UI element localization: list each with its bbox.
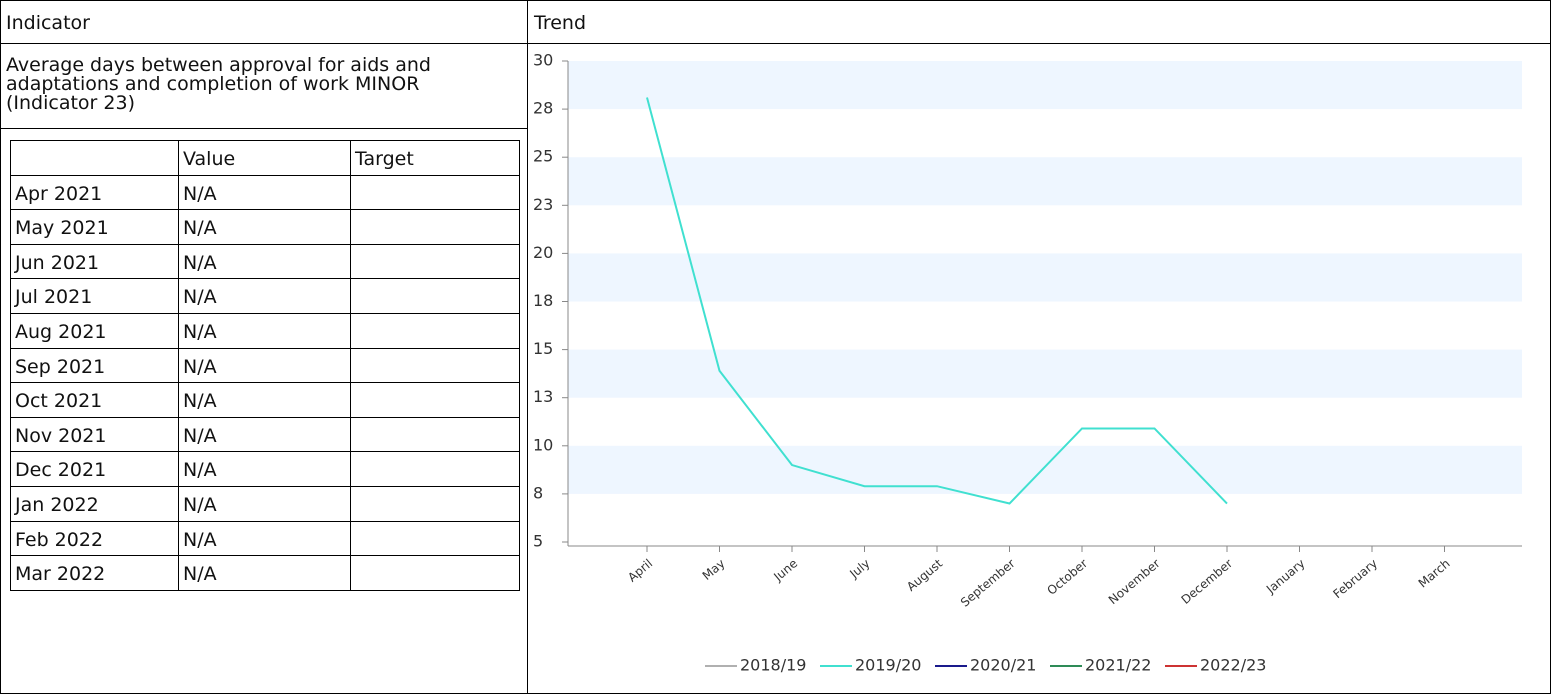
month-cell: Jul 2021 (10, 278, 179, 314)
series-line (646, 97, 1228, 505)
target-cell (350, 555, 520, 591)
x-tick-label: December (1179, 556, 1236, 607)
y-tick-label: 13 (533, 387, 553, 406)
month-cell: Oct 2021 (10, 382, 179, 418)
value-cell: N/A (178, 243, 351, 280)
target-cell (350, 243, 520, 280)
value-cell: N/A (178, 451, 351, 487)
column-rule (527, 0, 528, 694)
x-tick-label: October (1044, 556, 1090, 598)
month-cell: Nov 2021 (10, 416, 179, 453)
trend-chart: 5 8 10 13 15 18 20 23 25 28 30 April May June July Augu… (533, 51, 1522, 675)
x-tick-label: August (904, 556, 945, 594)
month-cell: Mar 2022 (10, 555, 179, 591)
indicator-description: Average days between approval for aids a… (6, 54, 431, 114)
trend-header: Trend (534, 12, 586, 34)
x-tick-label: July (846, 556, 872, 581)
x-tick-label: June (770, 556, 800, 584)
y-tick-label: 10 (533, 435, 553, 454)
y-tick-label: 30 (533, 51, 553, 70)
x-tick-label: March (1416, 556, 1453, 590)
month-cell: Jun 2021 (10, 243, 179, 280)
y-tick-label: 28 (533, 99, 553, 118)
header-rule (0, 43, 1551, 44)
month-cell: Aug 2021 (10, 313, 179, 349)
value-cell: N/A (178, 278, 351, 314)
y-tick-label: 25 (533, 147, 553, 166)
corner-cell (10, 140, 179, 176)
grid-band (568, 61, 1522, 110)
value-cell: N/A (178, 416, 351, 453)
column-header: Target (350, 140, 520, 176)
target-cell (350, 209, 520, 245)
legend-label: 2019/20 (855, 656, 921, 675)
target-cell (350, 520, 520, 557)
x-tick-label: February (1330, 556, 1380, 601)
target-cell (350, 486, 520, 522)
legend-label: 2022/23 (1200, 656, 1266, 675)
month-cell: Sep 2021 (10, 347, 179, 384)
value-cell: N/A (178, 347, 351, 384)
value-cell: N/A (178, 382, 351, 418)
y-tick-label: 8 (533, 483, 543, 502)
y-tick-label: 15 (533, 339, 553, 358)
month-cell: Jan 2022 (10, 486, 179, 522)
y-tick-label: 18 (533, 291, 553, 310)
value-cell: N/A (178, 486, 351, 522)
target-cell (350, 382, 520, 418)
value-cell: N/A (178, 520, 351, 557)
grid-band (568, 445, 1522, 494)
grid-band (568, 253, 1522, 302)
target-cell (350, 451, 520, 487)
target-cell (350, 416, 520, 453)
legend-label: 2020/21 (970, 656, 1036, 675)
indicator-header: Indicator (6, 12, 90, 34)
x-tick-label: November (1106, 556, 1163, 607)
target-cell (350, 347, 520, 384)
value-cell: N/A (178, 174, 351, 211)
x-tick-label: April (625, 556, 655, 584)
y-tick-label: 20 (533, 243, 553, 262)
target-cell (350, 278, 520, 314)
column-header: Value (178, 140, 351, 176)
value-cell: N/A (178, 209, 351, 245)
legend-label: 2021/22 (1085, 656, 1151, 675)
x-tick-label: May (700, 556, 728, 583)
grid-band (568, 157, 1522, 206)
y-tick-label: 23 (533, 195, 553, 214)
month-cell: Apr 2021 (10, 174, 179, 211)
legend-label: 2018/19 (740, 656, 806, 675)
month-cell: Dec 2021 (10, 451, 179, 487)
value-cell: N/A (178, 555, 351, 591)
value-cell: N/A (178, 313, 351, 349)
month-cell: May 2021 (10, 209, 179, 245)
x-tick-label: September (958, 556, 1018, 609)
x-tick-label: January (1263, 556, 1308, 597)
description-rule (0, 128, 527, 129)
target-cell (350, 313, 520, 349)
target-cell (350, 174, 520, 211)
month-cell: Feb 2022 (10, 520, 179, 557)
grid-band (568, 349, 1522, 398)
y-tick-label: 5 (533, 532, 543, 551)
